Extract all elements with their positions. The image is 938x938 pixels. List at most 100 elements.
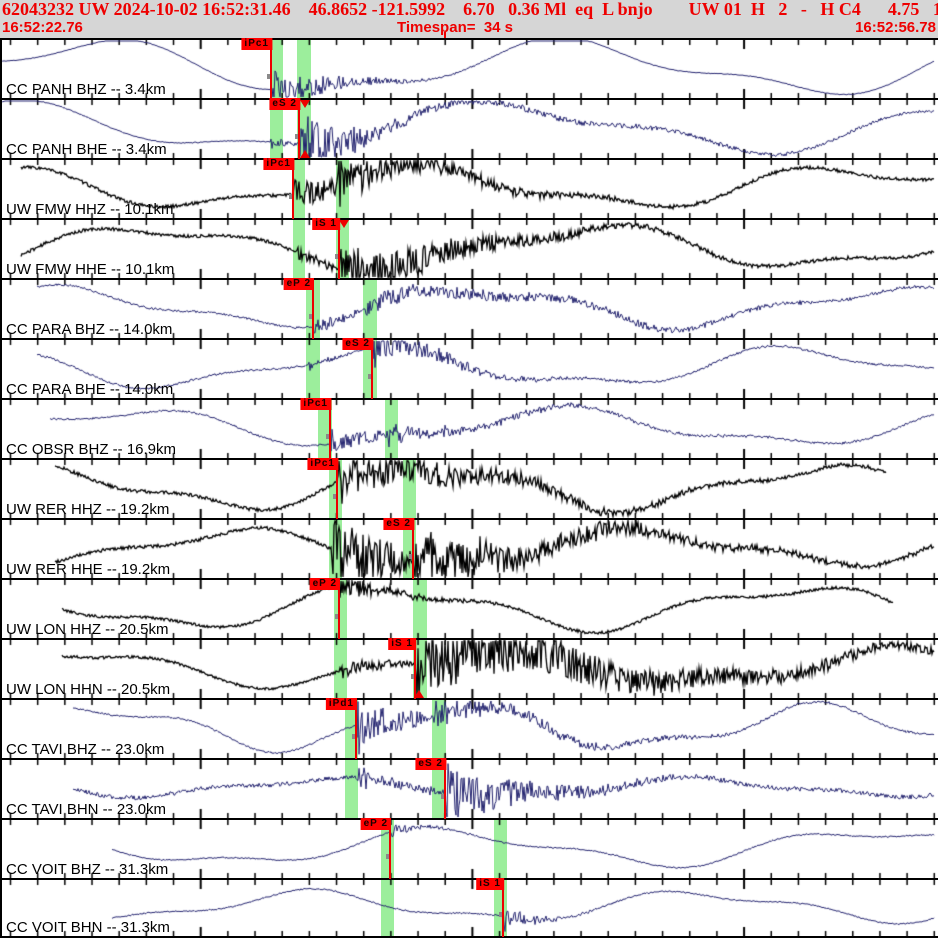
- waveform-canvas[interactable]: [0, 820, 938, 878]
- trace-panel: iS 1 UW FMW HHE -- 10.1km: [0, 218, 938, 279]
- predicted-arrival-marker: [499, 912, 502, 918]
- predicted-arrival-marker: [289, 193, 292, 199]
- waveform-canvas[interactable]: [0, 580, 938, 638]
- trace-label: CC TAVI BHZ -- 23.0km: [6, 741, 165, 758]
- predicted-arrival-marker: [352, 733, 355, 739]
- predicted-arrival-marker: [441, 793, 444, 799]
- predicted-arrival-marker: [326, 433, 329, 439]
- trace-panel: iPc1 CC OBSR BHZ -- 16.9km: [0, 398, 938, 459]
- trace-panel: eS 2 CC TAVI BHN -- 23.0km: [0, 758, 938, 819]
- trace-label: CC PARA BHE -- 14.0km: [6, 381, 174, 398]
- waveform-canvas[interactable]: [0, 460, 938, 518]
- trace-label: UW RER HHE -- 19.2km: [6, 561, 171, 578]
- phase-pick-label[interactable]: iPc1: [307, 458, 338, 470]
- phase-pick-label[interactable]: eS 2: [269, 98, 300, 110]
- left-axis-line: [0, 38, 2, 938]
- phase-pick-line[interactable]: [412, 518, 414, 579]
- phase-pick-line[interactable]: [502, 878, 504, 937]
- waveform-canvas[interactable]: [0, 280, 938, 338]
- waveform-canvas[interactable]: [0, 640, 938, 698]
- trace-label: CC TAVI BHN -- 23.0km: [6, 801, 167, 818]
- trace-panel: eP 2 CC PARA BHZ -- 14.0km: [0, 278, 938, 339]
- trace-panel: eP 2 CC VOIT BHZ -- 31.3km: [0, 818, 938, 879]
- amplitude-marker-top-icon: [300, 100, 310, 108]
- waveform-canvas[interactable]: [0, 40, 938, 98]
- trace-label: CC PANH BHE -- 3.4km: [6, 141, 167, 158]
- waveform-canvas[interactable]: [0, 160, 938, 218]
- trace-panel: eS 2 CC PANH BHE -- 3.4km: [0, 98, 938, 159]
- predicted-arrival-marker: [309, 313, 312, 319]
- predicted-arrival-marker: [368, 373, 371, 379]
- trace-label: UW FMW HHE -- 10.1km: [6, 261, 175, 278]
- phase-pick-line[interactable]: [355, 698, 357, 759]
- phase-pick-line[interactable]: [389, 818, 391, 879]
- trace-label: CC VOIT BHN -- 31.3km: [6, 919, 170, 936]
- phase-pick-label[interactable]: eP 2: [360, 818, 391, 830]
- trace-panel: iPc1 UW RER HHZ -- 19.2km: [0, 458, 938, 519]
- phase-pick-line[interactable]: [298, 98, 300, 159]
- predicted-arrival-marker: [335, 613, 338, 619]
- phase-pick-line[interactable]: [371, 338, 373, 399]
- waveform-canvas[interactable]: [0, 400, 938, 458]
- predicted-arrival-marker: [267, 73, 270, 79]
- window-end-time: 16:52:56.78: [855, 19, 936, 36]
- trace-panel: iPd1 CC TAVI BHZ -- 23.0km: [0, 698, 938, 759]
- timespan-label: Timespan= 34 s: [396, 19, 514, 36]
- trace-label: CC OBSR BHZ -- 16.9km: [6, 441, 177, 458]
- phase-pick-line[interactable]: [329, 398, 331, 459]
- predicted-arrival-marker: [335, 253, 338, 259]
- amplitude-marker-bottom-icon: [300, 150, 310, 158]
- trace-panel: iS 1 UW LON HHN -- 20.5km: [0, 638, 938, 699]
- phase-pick-line[interactable]: [338, 218, 340, 279]
- trace-label: CC PANH BHZ -- 3.4km: [6, 81, 166, 98]
- time-axis-header: 16:52:22.76 Timespan= 34 s 16:52:56.78: [0, 19, 938, 38]
- amplitude-marker-top-icon: [339, 220, 349, 228]
- trace-panel: iPc1 CC PANH BHZ -- 3.4km: [0, 38, 938, 99]
- trace-panel: iS 1 CC VOIT BHN -- 31.3km: [0, 878, 938, 938]
- phase-pick-label[interactable]: iS 1: [476, 878, 504, 890]
- predicted-arrival-marker: [386, 853, 389, 859]
- phase-pick-line[interactable]: [338, 578, 340, 639]
- waveform-panels: iPc1 CC PANH BHZ -- 3.4km eS 2 CC PANH BHE …: [0, 38, 938, 938]
- phase-pick-label[interactable]: iPd1: [325, 698, 357, 710]
- phase-pick-line[interactable]: [292, 158, 294, 219]
- phase-pick-label[interactable]: eP 2: [283, 278, 314, 290]
- phase-pick-line[interactable]: [414, 638, 416, 699]
- trace-label: UW LON HHZ -- 20.5km: [6, 621, 169, 638]
- predicted-arrival-marker: [409, 553, 412, 559]
- phase-pick-label[interactable]: eS 2: [415, 758, 446, 770]
- event-header: 62043232 UW 2024-10-02 16:52:31.46 46.86…: [0, 0, 938, 38]
- waveform-canvas[interactable]: [0, 220, 938, 278]
- waveform-canvas[interactable]: [0, 700, 938, 758]
- predicted-arrival-marker: [295, 133, 298, 139]
- phase-pick-label[interactable]: iPc1: [241, 38, 272, 50]
- trace-label: UW FMW HHZ -- 10.1km: [6, 201, 174, 218]
- phase-pick-label[interactable]: eS 2: [383, 518, 414, 530]
- phase-pick-line[interactable]: [312, 278, 314, 339]
- phase-pick-line[interactable]: [444, 758, 446, 819]
- trace-panel: eS 2 UW RER HHE -- 19.2km: [0, 518, 938, 579]
- amplitude-marker-bottom-icon: [414, 690, 424, 698]
- trace-label: CC VOIT BHZ -- 31.3km: [6, 861, 169, 878]
- trace-panel: iPc1 UW FMW HHZ -- 10.1km: [0, 158, 938, 219]
- waveform-canvas[interactable]: [0, 760, 938, 818]
- waveform-canvas[interactable]: [0, 880, 938, 936]
- trace-label: UW RER HHZ -- 19.2km: [6, 501, 170, 518]
- phase-pick-label[interactable]: iPc1: [263, 158, 294, 170]
- phase-pick-label[interactable]: eS 2: [342, 338, 373, 350]
- trace-panel: eS 2 CC PARA BHE -- 14.0km: [0, 338, 938, 399]
- waveform-canvas[interactable]: [0, 100, 938, 158]
- phase-pick-line[interactable]: [336, 458, 338, 519]
- phase-pick-label[interactable]: eP 2: [309, 578, 340, 590]
- waveform-canvas[interactable]: [0, 520, 938, 578]
- origin-time-marker: [444, 32, 446, 38]
- phase-pick-label[interactable]: iS 1: [388, 638, 416, 650]
- window-start-time: 16:52:22.76: [2, 19, 83, 36]
- waveform-canvas[interactable]: [0, 340, 938, 398]
- event-summary-line: 62043232 UW 2024-10-02 16:52:31.46 46.86…: [2, 0, 938, 19]
- phase-pick-line[interactable]: [270, 38, 272, 99]
- trace-label: UW LON HHN -- 20.5km: [6, 681, 171, 698]
- phase-pick-label[interactable]: iS 1: [312, 218, 340, 230]
- phase-pick-label[interactable]: iPc1: [300, 398, 331, 410]
